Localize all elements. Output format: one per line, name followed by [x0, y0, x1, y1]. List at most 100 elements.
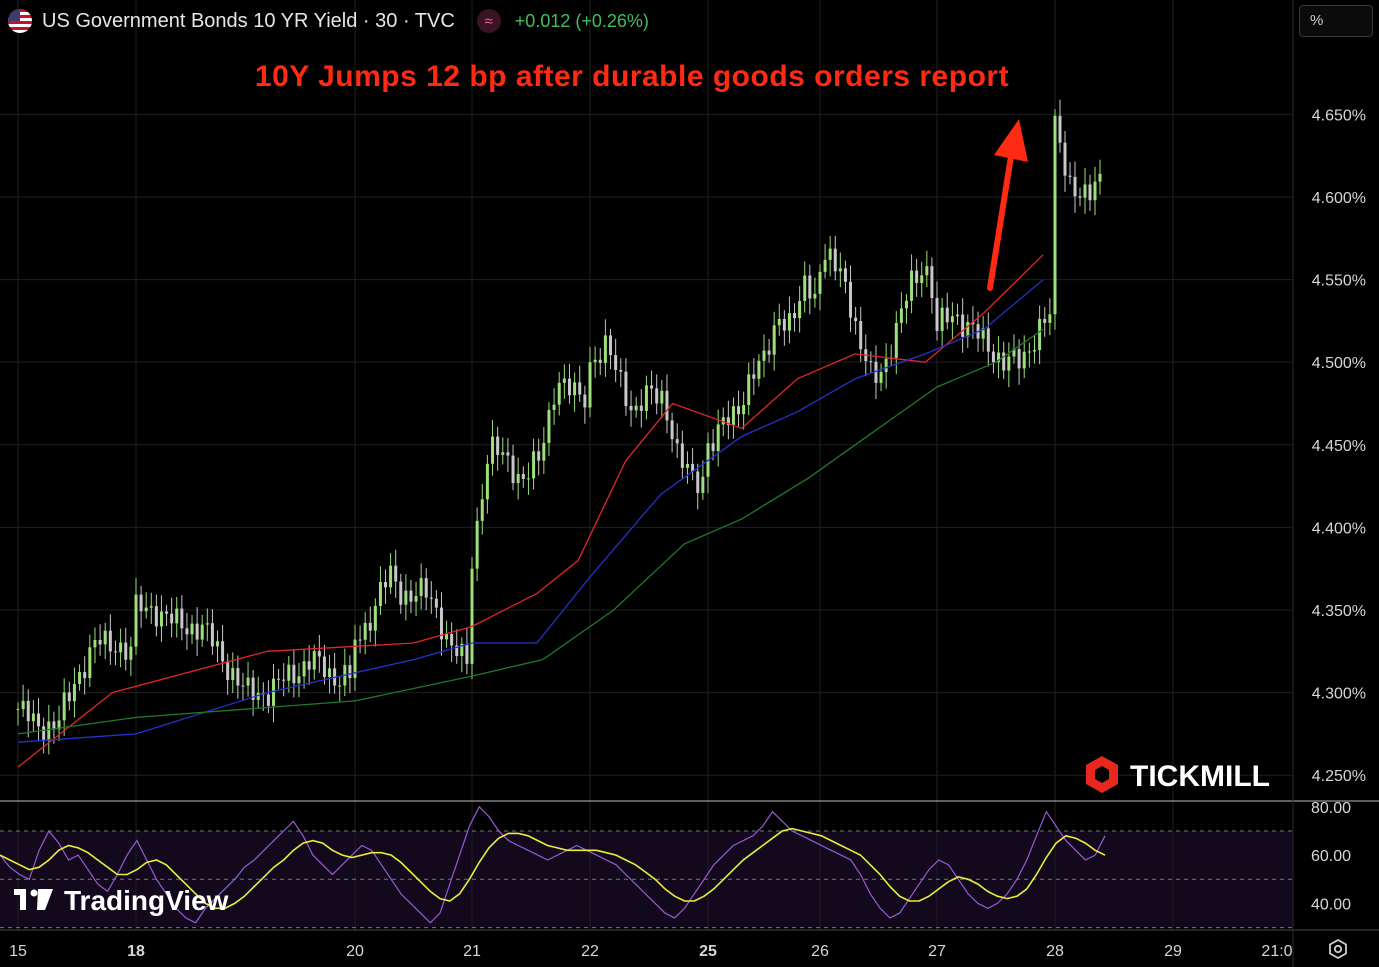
- candle: [485, 463, 489, 500]
- x-tick-label: 25: [699, 943, 717, 960]
- candle: [42, 726, 46, 741]
- candle: [598, 359, 602, 363]
- price-change: +0.012 (+0.26%): [514, 10, 649, 31]
- settings-gear-icon[interactable]: [1323, 935, 1353, 963]
- candle: [1027, 351, 1031, 353]
- y-tick-label: 4.600%: [1312, 190, 1366, 207]
- candle: [480, 499, 484, 521]
- candle: [854, 317, 858, 322]
- x-tick-label: 28: [1046, 943, 1064, 960]
- candle: [154, 606, 158, 627]
- rsi-tick-label: 60.00: [1311, 848, 1351, 865]
- candle: [328, 668, 332, 677]
- candle: [414, 595, 418, 602]
- candle: [762, 350, 766, 361]
- tradingview-logo-icon: [20, 889, 26, 910]
- y-tick-label: 4.350%: [1312, 603, 1366, 620]
- candle: [639, 405, 643, 411]
- candle: [731, 406, 735, 425]
- candle: [767, 350, 771, 355]
- candle: [537, 451, 541, 461]
- indicator-icon[interactable]: ≈: [476, 9, 501, 33]
- candle: [170, 613, 174, 624]
- y-tick-label: 4.650%: [1312, 107, 1366, 124]
- candle: [803, 275, 807, 301]
- candle: [434, 598, 438, 608]
- unit-button[interactable]: %: [1299, 5, 1373, 37]
- candle: [200, 624, 204, 640]
- candle: [16, 709, 20, 711]
- annotation-arrow-shaft: [987, 147, 1015, 291]
- tradingview-logo-icon: [30, 889, 38, 897]
- candle: [961, 314, 965, 337]
- candle: [205, 623, 209, 625]
- candle: [879, 372, 883, 383]
- x-tick-label: 26: [811, 943, 829, 960]
- candle: [215, 641, 219, 647]
- candle: [573, 382, 577, 396]
- candle: [455, 645, 459, 657]
- ma-fast-line: [17, 254, 1044, 768]
- candle: [37, 713, 41, 727]
- symbol-title[interactable]: US Government Bonds 10 YR Yield · 30 · T…: [42, 9, 455, 32]
- candle: [496, 436, 500, 455]
- candle: [603, 335, 607, 363]
- candle: [389, 565, 393, 588]
- candle: [869, 361, 873, 363]
- candle: [516, 473, 520, 484]
- candle: [322, 656, 326, 677]
- candle: [149, 606, 153, 608]
- candle: [251, 677, 255, 700]
- candle: [511, 455, 515, 484]
- candle: [266, 694, 270, 706]
- candle: [429, 597, 433, 599]
- candle: [521, 473, 525, 479]
- candle: [501, 452, 505, 455]
- candle: [721, 417, 725, 425]
- candle: [1088, 184, 1092, 201]
- candle: [619, 369, 623, 372]
- x-tick-label: 18: [127, 943, 145, 960]
- candle: [185, 628, 189, 635]
- candle: [578, 382, 582, 395]
- candle: [588, 362, 592, 408]
- candle: [302, 661, 306, 677]
- candle: [874, 361, 878, 383]
- candle: [752, 374, 756, 379]
- candle: [180, 608, 184, 629]
- candle: [1098, 173, 1102, 182]
- candle: [629, 405, 633, 411]
- candle: [175, 608, 179, 624]
- candle: [701, 476, 705, 493]
- candle: [655, 388, 659, 404]
- candle: [808, 275, 812, 299]
- candle: [915, 270, 919, 283]
- candle: [78, 672, 82, 684]
- candle: [772, 325, 776, 355]
- candle: [1007, 356, 1011, 371]
- candle: [711, 443, 715, 451]
- candle: [394, 565, 398, 582]
- candle: [562, 378, 566, 383]
- candle: [1032, 350, 1036, 352]
- candle: [241, 685, 245, 687]
- candle: [88, 647, 92, 679]
- candle: [843, 268, 847, 282]
- candle: [950, 316, 954, 323]
- candle: [1043, 318, 1047, 323]
- candle: [670, 420, 674, 440]
- candle: [1038, 318, 1042, 351]
- candle: [190, 623, 194, 635]
- candle: [981, 328, 985, 339]
- candle: [292, 664, 296, 684]
- candle: [221, 641, 225, 662]
- candle: [1078, 196, 1082, 198]
- candle: [272, 678, 276, 706]
- candle: [475, 520, 479, 569]
- candle: [793, 313, 797, 319]
- candle: [925, 266, 929, 276]
- candle: [838, 268, 842, 272]
- candle: [119, 642, 123, 653]
- candle: [297, 676, 301, 684]
